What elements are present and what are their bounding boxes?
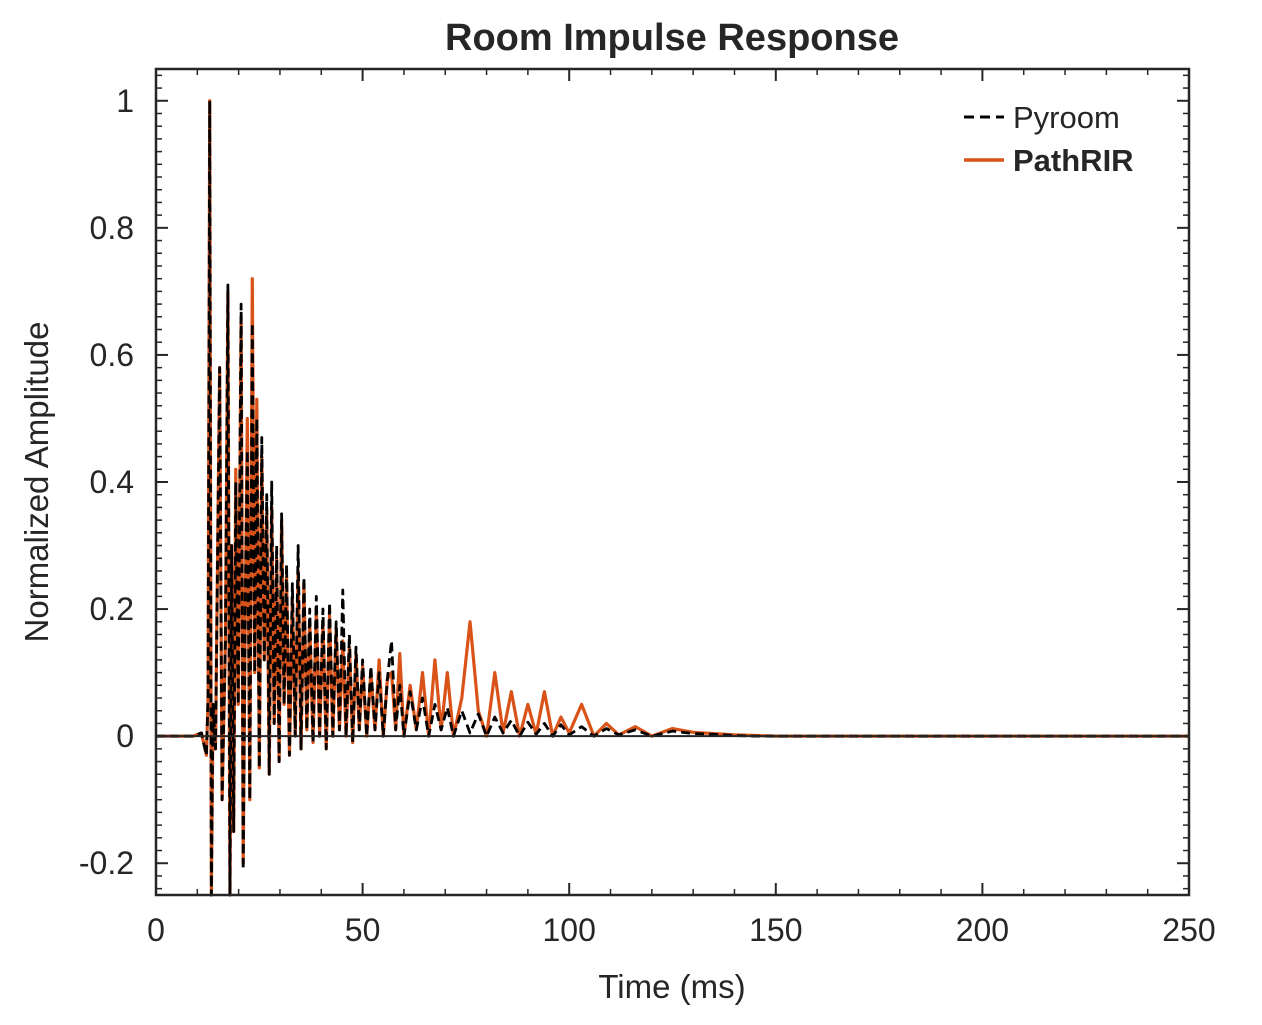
legend-label-pyroom: Pyroom: [1013, 100, 1120, 135]
series-line-pyroom: [156, 99, 1189, 897]
chart-title: Room Impulse Response: [445, 17, 899, 59]
x-tick-label: 250: [1162, 912, 1215, 948]
y-tick-label: 1: [116, 83, 134, 119]
plot-background: [156, 69, 1189, 895]
x-tick-label: 200: [956, 912, 1009, 948]
y-tick-label: 0.8: [90, 210, 134, 246]
y-tick-label: 0.4: [90, 464, 134, 500]
x-tick-label: 50: [345, 912, 381, 948]
x-tick-label: 0: [147, 912, 165, 948]
y-tick-label: -0.2: [79, 845, 134, 881]
y-tick-label: 0: [116, 718, 134, 754]
x-tick-label: 100: [543, 912, 596, 948]
y-axis-label: Normalized Amplitude: [18, 322, 55, 643]
series-layer: [156, 99, 1189, 897]
x-axis-label: Time (ms): [598, 968, 745, 1005]
ticks-layer: 0 50 100 150 200 250 -0.2 0 0.2 0.4 0.6 0.8 1: [79, 69, 1216, 948]
legend-label-pathrir: PathRIR: [1013, 143, 1134, 178]
y-tick-label: 0.2: [90, 591, 134, 627]
x-tick-label: 150: [749, 912, 802, 948]
legend: Pyroom PathRIR: [964, 100, 1134, 178]
y-tick-label: 0.6: [90, 337, 134, 373]
plot-frame: [154, 67, 1191, 897]
